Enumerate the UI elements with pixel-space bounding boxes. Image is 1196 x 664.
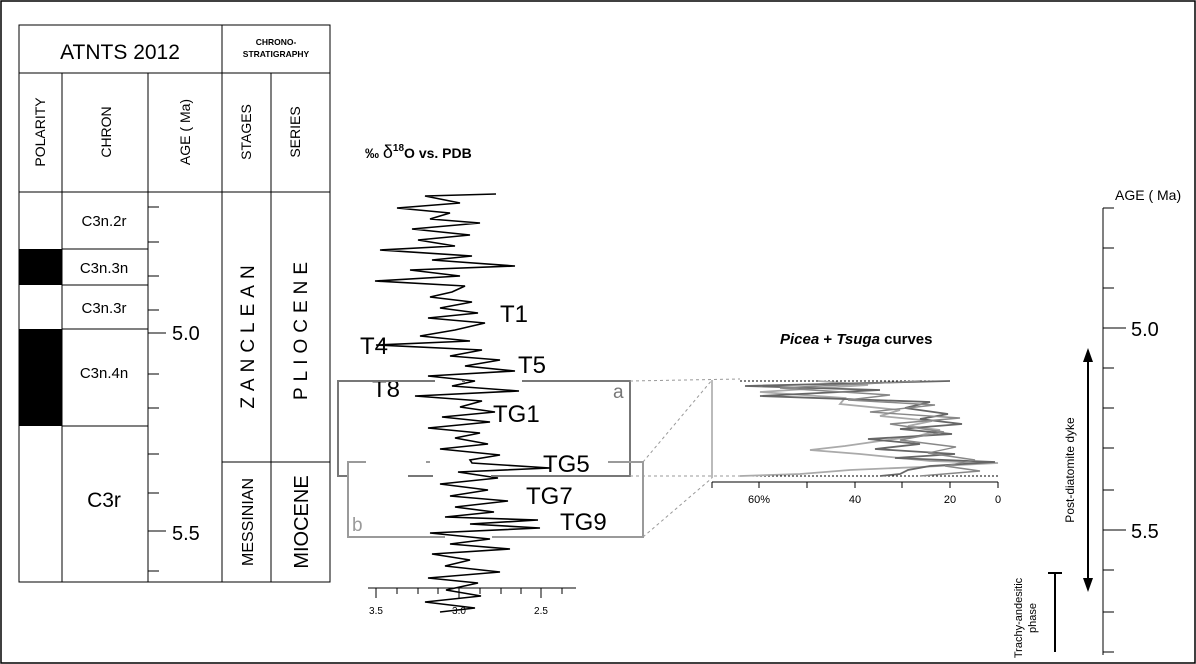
right-age-5-0: 5.0 bbox=[1131, 319, 1159, 341]
column-stages: STAGES bbox=[238, 104, 254, 160]
pollen-tick-0: 0 bbox=[995, 494, 1001, 506]
strat-table: ATNTS 2012 CHRONO- STRATIGRAPHY POLARITY… bbox=[18, 24, 331, 583]
pollen-panel: Picea + Tsuga curves 60% 40 20 0 bbox=[711, 331, 1001, 506]
column-polarity: POLARITY bbox=[32, 97, 48, 167]
chron-c3n4n: C3n.4n bbox=[80, 365, 128, 382]
chron-c3r: C3r bbox=[87, 489, 121, 512]
pollen-tick-20: 20 bbox=[944, 494, 956, 506]
column-chron: CHRON bbox=[98, 106, 114, 157]
label-tg7: TG7 bbox=[526, 483, 573, 510]
chron-c3n2r: C3n.2r bbox=[81, 213, 126, 230]
right-axis-title: AGE ( Ma) bbox=[1115, 187, 1181, 203]
isotope-title: ‰ δ18O vs. PDB bbox=[365, 142, 472, 162]
right-age-axis: AGE ( Ma) 5.0 5.5 Post-diatomite dyke bbox=[1013, 187, 1181, 658]
isotope-curve bbox=[374, 193, 551, 613]
age-label-5-5: 5.5 bbox=[172, 523, 200, 545]
label-tg1: TG1 bbox=[493, 401, 540, 428]
box-b-label: b bbox=[352, 515, 363, 536]
isotope-panel: ‰ δ18O vs. PDB 3.5 3.0 2.5 T1 T4 T5 T8 T… bbox=[337, 142, 741, 617]
pollen-title: Picea + Tsuga curves bbox=[780, 331, 932, 348]
label-t1: T1 bbox=[500, 301, 528, 328]
phase-label-1: Trachy-andesitic bbox=[1013, 577, 1025, 658]
box-a: a bbox=[337, 380, 631, 477]
dyke-label: Post-diatomite dyke bbox=[1063, 417, 1077, 523]
isotope-tick-2-5: 2.5 bbox=[534, 606, 548, 617]
pollen-x-ticks bbox=[711, 482, 999, 488]
isotope-x-ticks bbox=[375, 588, 563, 598]
label-t5: T5 bbox=[518, 352, 546, 379]
chrono-header-1: CHRONO- bbox=[256, 37, 297, 47]
label-tg5: TG5 bbox=[543, 451, 590, 478]
dyke-double-arrow bbox=[1083, 348, 1093, 592]
chrono-header-2: STRATIGRAPHY bbox=[243, 49, 310, 59]
pollen-tick-40: 40 bbox=[849, 494, 861, 506]
chron-c3n3r: C3n.3r bbox=[81, 300, 126, 317]
chron-c3n3n: C3n.3n bbox=[80, 260, 128, 277]
series-miocene: MIOCENE bbox=[291, 475, 313, 568]
polarity-normal-c3n3n bbox=[19, 249, 62, 285]
column-series: SERIES bbox=[287, 106, 303, 157]
stage-zanclean: ZANCLEAN bbox=[238, 259, 259, 408]
pollen-tick-60: 60% bbox=[748, 494, 770, 506]
isotope-tick-3-0: 3.0 bbox=[452, 606, 466, 617]
age-label-5-0: 5.0 bbox=[172, 323, 200, 345]
series-pliocene: PLIOCENE bbox=[291, 256, 312, 400]
pollen-curve-mid bbox=[779, 380, 981, 477]
zoom-connectors bbox=[629, 378, 741, 538]
phase-label-2: phase bbox=[1027, 603, 1039, 633]
age-ticks bbox=[148, 206, 166, 572]
label-t4: T4 bbox=[360, 333, 388, 360]
label-tg9: TG9 bbox=[560, 509, 607, 536]
column-age: AGE ( Ma) bbox=[177, 99, 193, 165]
right-axis-ticks bbox=[1103, 207, 1126, 653]
right-age-5-5: 5.5 bbox=[1131, 521, 1159, 543]
stage-messinian: MESSINIAN bbox=[240, 478, 257, 566]
box-a-label: a bbox=[613, 382, 624, 403]
isotope-tick-3-5: 3.5 bbox=[369, 606, 383, 617]
box-b: b bbox=[347, 461, 644, 538]
polarity-normal-c3n4n bbox=[19, 329, 62, 426]
table-title: ATNTS 2012 bbox=[60, 41, 180, 64]
